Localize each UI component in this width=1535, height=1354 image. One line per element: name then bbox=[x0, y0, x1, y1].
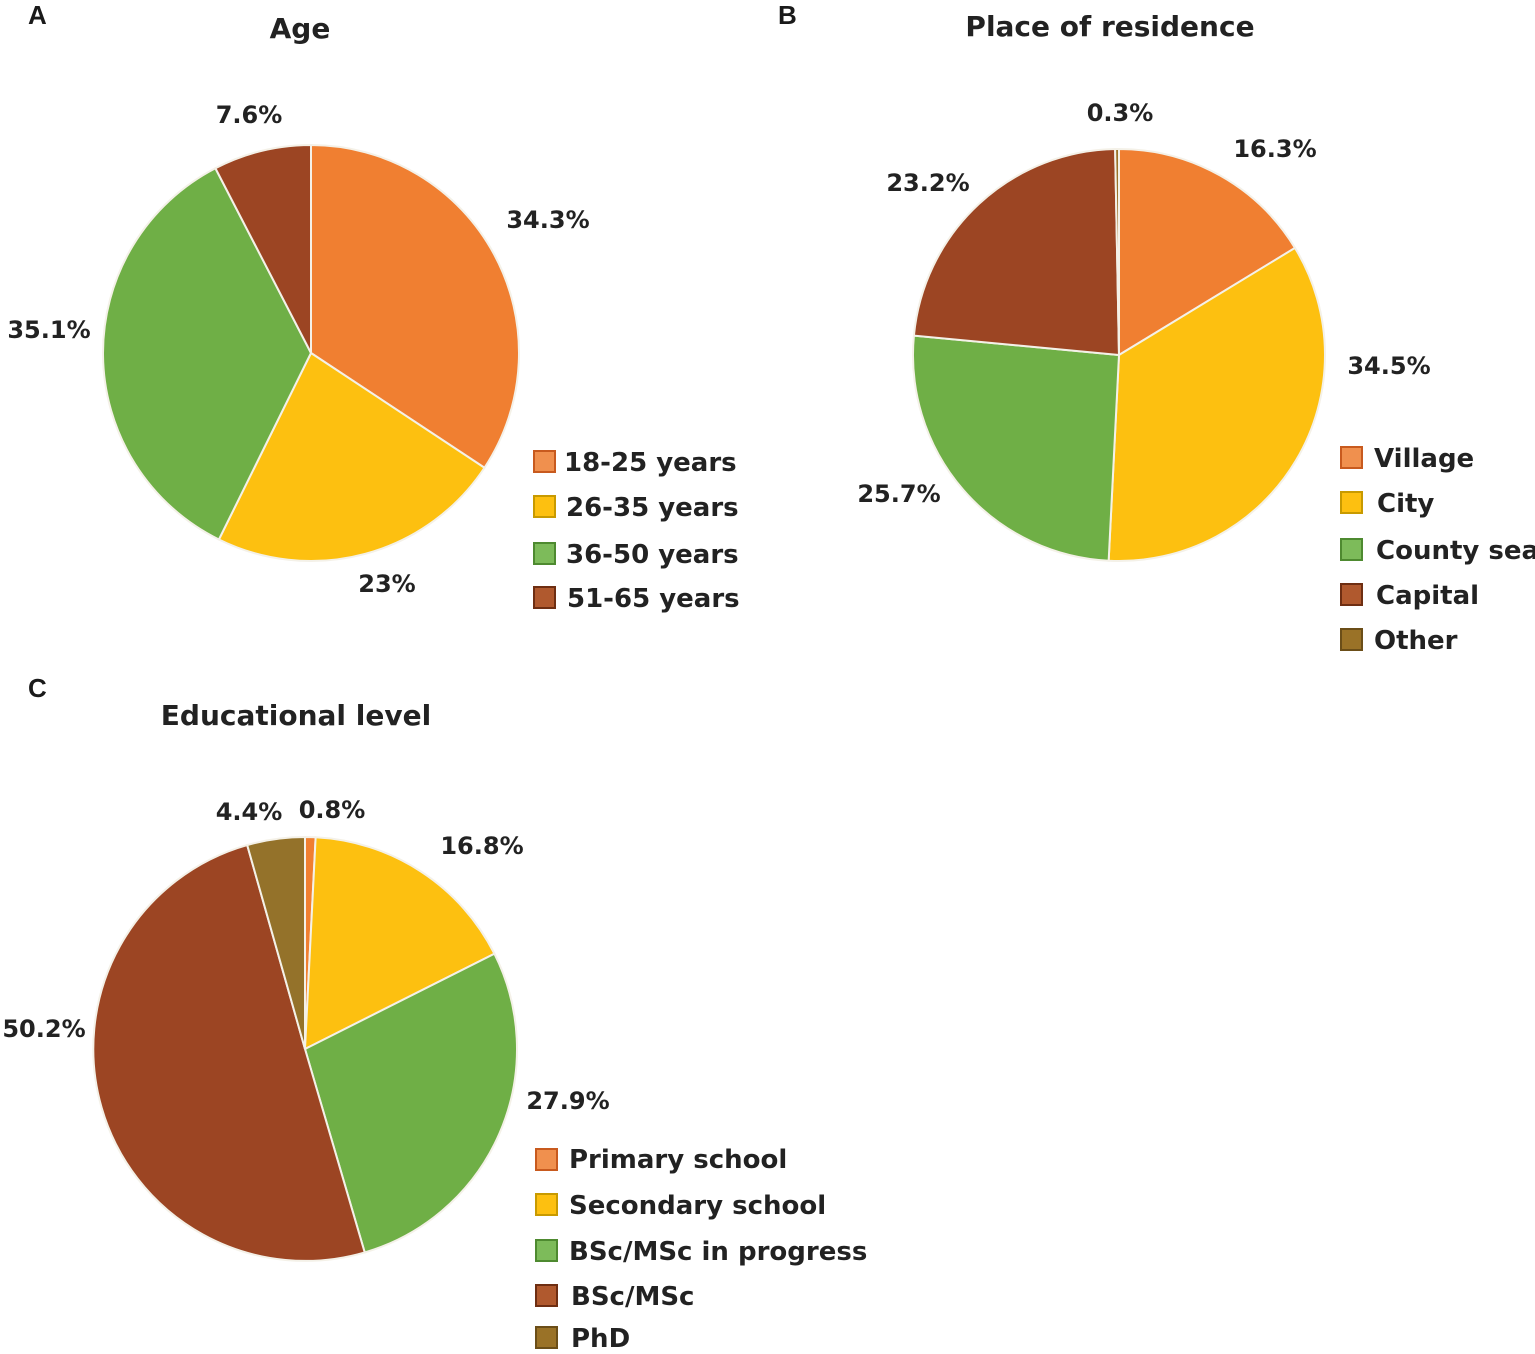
legend-age: 18-25 years 26-35 years 36-50 years 51-6… bbox=[533, 448, 740, 614]
legend-place-of-residence: Village City County seat Capital Other bbox=[1340, 444, 1535, 656]
legend-swatch-18-25 bbox=[533, 450, 556, 473]
pie-slice-city bbox=[1107, 246, 1326, 562]
legend-label-village: Village bbox=[1374, 444, 1474, 474]
panel-letter-b: B bbox=[778, 0, 797, 30]
legend-label-36-50: 36-50 years bbox=[566, 540, 739, 570]
value-label-26-35: 23% bbox=[358, 570, 415, 598]
value-label-city: 34.5% bbox=[1347, 352, 1430, 380]
legend-label-bsc-msc-in-progress: BSc/MSc in progress bbox=[569, 1237, 867, 1267]
chart-title-place-of-residence: Place of residence bbox=[965, 10, 1254, 43]
pie-slice-capital bbox=[912, 148, 1121, 357]
panel-letter-c: C bbox=[28, 673, 47, 703]
legend-label-secondary-school: Secondary school bbox=[569, 1191, 826, 1221]
value-label-51-65: 7.6% bbox=[216, 101, 283, 129]
legend-swatch-other bbox=[1340, 628, 1363, 651]
chart-title-age: Age bbox=[270, 12, 331, 45]
legend-label-phd: PhD bbox=[571, 1324, 630, 1354]
panel-c: C Educational level 0.8% 16.8% 27.9% 50.… bbox=[2, 673, 867, 1354]
pie-slice-village bbox=[1118, 147, 1297, 357]
value-label-bsc-msc-in-progress: 27.9% bbox=[526, 1087, 609, 1115]
pie-age bbox=[102, 143, 520, 562]
legend-swatch-secondary-school bbox=[535, 1193, 558, 1216]
pie-slice-36-50-years bbox=[102, 166, 313, 541]
value-label-county-seat: 25.7% bbox=[857, 480, 940, 508]
pie-slice-county-seat bbox=[912, 334, 1121, 562]
legend-swatch-capital bbox=[1340, 583, 1363, 606]
pie-educational-level bbox=[92, 835, 518, 1262]
value-label-bsc-msc: 50.2% bbox=[2, 1015, 85, 1043]
legend-label-capital: Capital bbox=[1376, 581, 1479, 611]
legend-label-city: City bbox=[1377, 489, 1434, 519]
pie-slice-bsc-msc-in-progress bbox=[303, 952, 518, 1254]
value-label-village: 16.3% bbox=[1233, 135, 1316, 163]
value-label-primary-school: 0.8% bbox=[299, 796, 366, 824]
pie-slice-51-65-years bbox=[214, 143, 312, 354]
pie-slice-phd bbox=[245, 835, 306, 1050]
value-label-36-50: 35.1% bbox=[7, 316, 90, 344]
legend-educational-level: Primary school Secondary school BSc/MSc … bbox=[535, 1145, 867, 1354]
value-label-capital: 23.2% bbox=[886, 169, 969, 197]
legend-label-26-35: 26-35 years bbox=[566, 493, 739, 523]
value-label-secondary-school: 16.8% bbox=[440, 832, 523, 860]
chart-title-educational-level: Educational level bbox=[161, 699, 431, 732]
legend-swatch-36-50 bbox=[533, 542, 556, 565]
value-label-phd: 4.4% bbox=[216, 798, 283, 826]
legend-label-other: Other bbox=[1374, 626, 1458, 656]
legend-swatch-primary-school bbox=[535, 1148, 558, 1171]
legend-swatch-bsc-msc-in-progress bbox=[535, 1239, 558, 1262]
pie-slice-secondary-school bbox=[303, 836, 496, 1051]
legend-label-bsc-msc: BSc/MSc bbox=[571, 1282, 694, 1312]
panel-a: A Age 34.3% 23% 35.1% 7.6% 18-25 years 2… bbox=[7, 0, 739, 614]
pie-slice-bsc-msc bbox=[92, 843, 366, 1262]
legend-label-primary-school: Primary school bbox=[569, 1145, 787, 1175]
legend-label-county-seat: County seat bbox=[1376, 536, 1535, 566]
pie-place-of-residence bbox=[912, 147, 1326, 562]
legend-swatch-bsc-msc bbox=[535, 1284, 558, 1307]
legend-label-51-65: 51-65 years bbox=[567, 584, 740, 614]
value-label-other: 0.3% bbox=[1087, 99, 1154, 127]
legend-swatch-village bbox=[1340, 446, 1363, 469]
pie-slice-26-35-years bbox=[217, 351, 486, 562]
legend-swatch-51-65 bbox=[533, 586, 556, 609]
legend-swatch-26-35 bbox=[533, 495, 556, 518]
panel-b: B Place of residence 16.3% 34.5% 25.7% 2… bbox=[778, 0, 1535, 656]
legend-swatch-county-seat bbox=[1340, 538, 1363, 561]
panel-letter-a: A bbox=[28, 0, 47, 30]
value-label-18-25: 34.3% bbox=[506, 206, 589, 234]
legend-label-18-25: 18-25 years bbox=[564, 448, 737, 478]
legend-swatch-city bbox=[1340, 491, 1363, 514]
legend-swatch-phd bbox=[535, 1326, 558, 1349]
pie-slice-other bbox=[1114, 147, 1120, 356]
